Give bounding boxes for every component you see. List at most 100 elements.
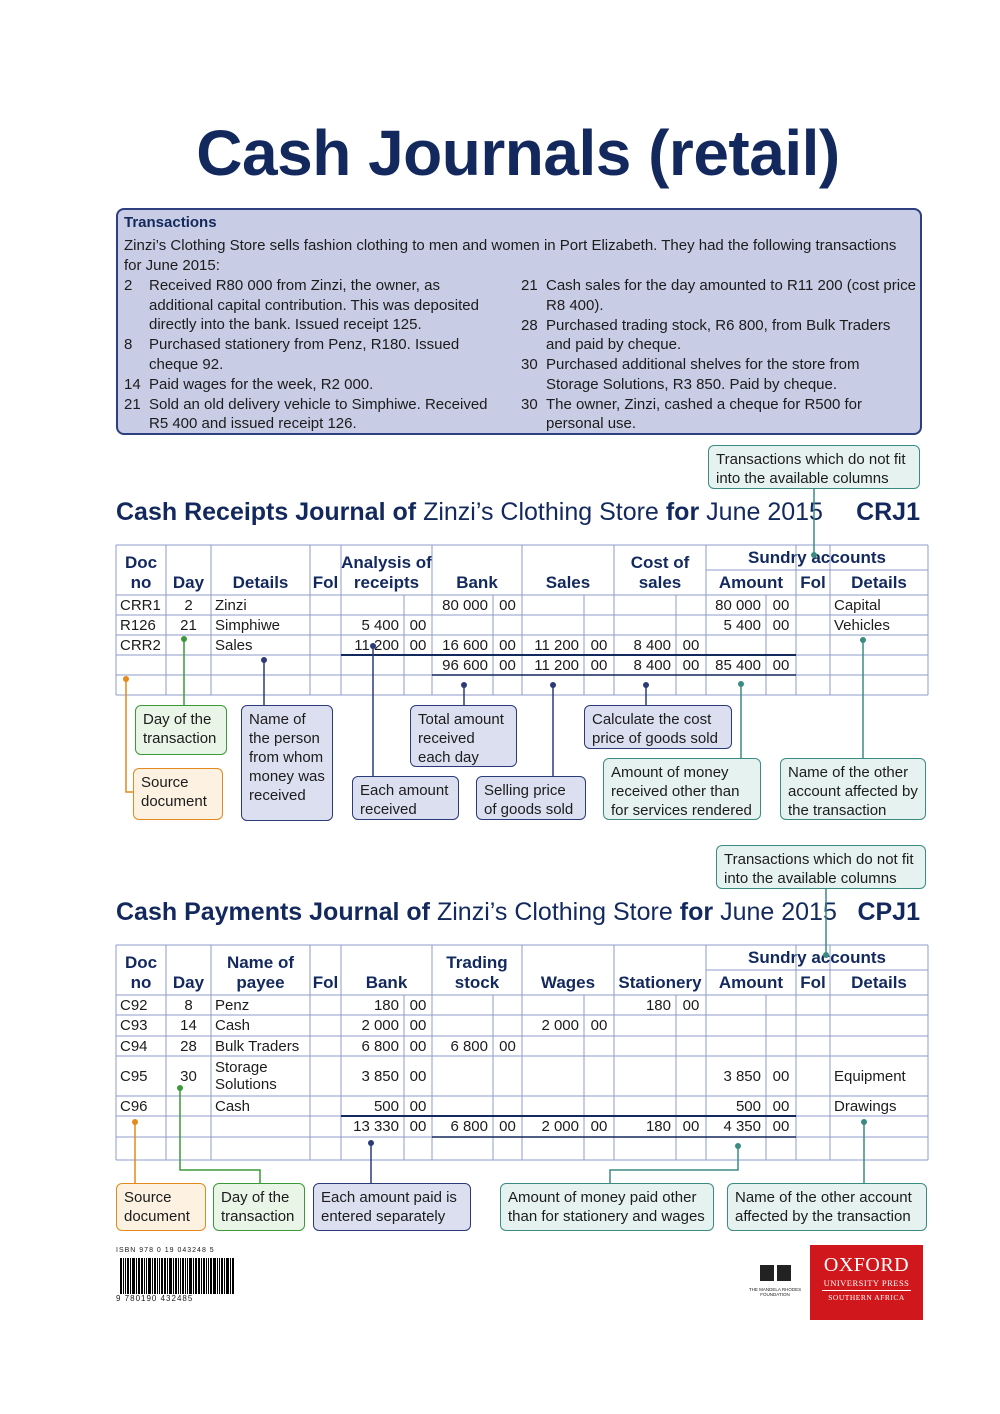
- table-cell: 00: [409, 996, 427, 1014]
- barcode-bar: [161, 1258, 163, 1294]
- column-header: Fol: [800, 573, 826, 592]
- connector-dot: [643, 682, 649, 688]
- column-header: Bank: [456, 573, 498, 592]
- table-cell: 00: [499, 1118, 516, 1135]
- table-cell: 6 800: [450, 1118, 488, 1135]
- transaction-text: Sold an old delivery vehicle to Simphiwe…: [149, 395, 488, 433]
- column-header: Day: [172, 973, 205, 992]
- title: Cash Journals (retail): [196, 117, 840, 189]
- table-cell: 5 400: [361, 616, 399, 634]
- barcode-bar: [180, 1258, 181, 1294]
- barcode-bar: [154, 1258, 156, 1294]
- column-header: Fol: [312, 973, 339, 992]
- table-cell: C95: [120, 1067, 148, 1085]
- table-cell: 80 000: [715, 596, 761, 614]
- table-cell: 00: [409, 1017, 427, 1034]
- table-cell: C92: [120, 996, 148, 1014]
- table-cell: 85 400: [715, 656, 761, 674]
- callout: Each amount paid is entered separately: [313, 1183, 471, 1231]
- column-header: Bank: [365, 973, 408, 992]
- callout: Each amount received: [352, 776, 459, 820]
- transaction-day: 21: [521, 277, 538, 294]
- table-cell: 30: [180, 1067, 197, 1085]
- barcode-bar: [221, 1258, 223, 1294]
- barcode-bar: [125, 1258, 126, 1294]
- table-cell: 00: [499, 636, 516, 654]
- barcode-bar: [173, 1258, 174, 1294]
- table-cell: C96: [120, 1097, 148, 1115]
- connector-dot: [550, 682, 556, 688]
- table-cell: 180: [373, 996, 399, 1014]
- transaction-text: Purchased additional shelves for the sto…: [546, 356, 860, 393]
- table-cell: Penz: [215, 996, 250, 1014]
- barcode-bar: [159, 1258, 160, 1294]
- table-cell: Simphiwe: [215, 616, 281, 634]
- table-cell: 00: [590, 1118, 608, 1135]
- barcode-bar: [152, 1258, 153, 1294]
- callout: Name of the other account affected by th…: [780, 758, 926, 820]
- callout: Amount of money received other than for …: [603, 758, 761, 820]
- barcode-bar: [193, 1258, 194, 1294]
- transaction-text: Paid wages for the week, R2 000.: [149, 375, 374, 393]
- callout: Source document: [116, 1183, 206, 1231]
- table-cell: 21: [180, 616, 197, 634]
- table-cell: CRR2: [120, 636, 161, 654]
- transaction-day: 2: [124, 277, 133, 294]
- barcode-bar: [208, 1258, 209, 1294]
- table-cell: 00: [682, 636, 700, 654]
- table-cell: 00: [499, 596, 516, 614]
- journal-title: Cash Receipts Journal of Zinzi’s Clothing…: [116, 498, 823, 527]
- callout: Day of the transaction: [135, 705, 227, 755]
- barcode-bar: [226, 1258, 229, 1294]
- barcode-bar: [182, 1258, 184, 1294]
- connector: [125, 679, 133, 793]
- journal-code: CRJ1: [856, 498, 920, 526]
- journal-title: Cash Payments Journal of Zinzi’s Clothing…: [116, 898, 837, 927]
- table-cell: 11 200: [534, 656, 579, 674]
- table-cell: 8: [184, 996, 193, 1014]
- table-cell: 00: [409, 616, 427, 634]
- transaction-item: 21 Cash sales for the day amounted to R11…: [521, 276, 916, 315]
- table-cell: 00: [772, 1097, 790, 1115]
- table-cell: 00: [409, 1097, 427, 1115]
- callout: Transactions which do not fit into the a…: [716, 845, 926, 889]
- callout: Transactions which do not fit into the a…: [708, 445, 920, 489]
- transaction-item: 2 Received R80 000 from Zinzi, the owner,…: [124, 276, 504, 335]
- column-header: Fol: [312, 573, 339, 592]
- barcode-bar: [201, 1258, 202, 1294]
- barcode-bar: [213, 1258, 216, 1294]
- table-cell: 16 600: [442, 636, 488, 654]
- transaction-item: 21 Sold an old delivery vehicle to Simphi…: [124, 395, 504, 434]
- table-cell: Zinzi: [215, 596, 247, 614]
- transaction-item: 30 Purchased additional shelves for the s…: [521, 355, 916, 394]
- group-header: Sundry accounts: [748, 948, 886, 967]
- callout: Day of the transaction: [213, 1183, 305, 1231]
- column-header: Name of payee: [226, 953, 295, 992]
- callout: Selling price of goods sold: [476, 776, 586, 820]
- table-cell: 00: [772, 1067, 790, 1085]
- table-cell: R126: [120, 616, 156, 634]
- transaction-day: 30: [521, 395, 538, 413]
- table-cell: 00: [772, 656, 790, 674]
- table-cell: 3 850: [723, 1067, 761, 1085]
- barcode-bar: [203, 1258, 205, 1294]
- column-header: Sales: [545, 573, 591, 592]
- foundation-mark: [760, 1265, 774, 1281]
- barcode-bar: [169, 1258, 172, 1294]
- transaction-text: Purchased trading stock, R6 800, from Bu…: [546, 316, 891, 354]
- table-cell: 00: [409, 1118, 427, 1135]
- barcode-bar: [141, 1258, 143, 1294]
- connector-dot: [181, 636, 187, 642]
- table-cell: 11 200: [534, 636, 579, 654]
- transaction-text: Received R80 000 from Zinzi, the owner, …: [149, 277, 479, 333]
- callout: Name of the other account affected by th…: [727, 1183, 927, 1231]
- table-cell: 11 200: [354, 636, 399, 654]
- barcode-bar: [157, 1258, 158, 1294]
- callout: Amount of money paid other than for stat…: [500, 1183, 714, 1231]
- table-cell: Storage Solutions: [215, 1059, 277, 1093]
- table-cell: Vehicles: [834, 616, 890, 634]
- barcode-bar: [217, 1258, 218, 1294]
- barcode-bar: [138, 1258, 140, 1294]
- table-cell: 4 350: [723, 1118, 761, 1135]
- table-cell: 180: [645, 996, 671, 1014]
